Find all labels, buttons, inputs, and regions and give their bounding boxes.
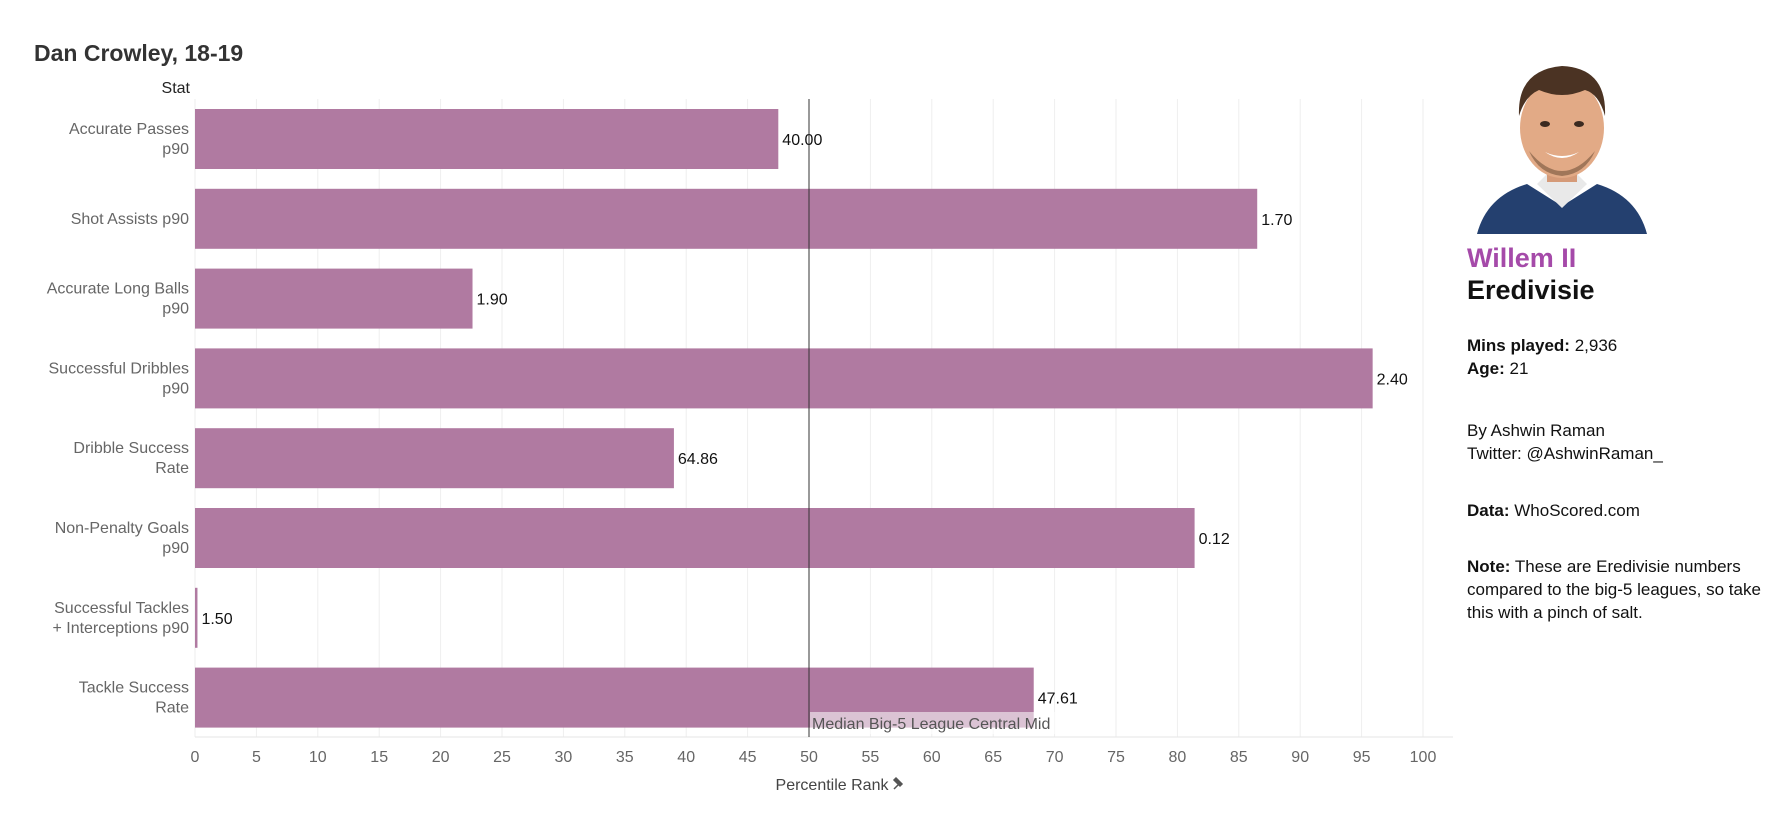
x-tick-label: 30 bbox=[555, 749, 573, 766]
x-tick-label: 85 bbox=[1230, 749, 1248, 766]
bar bbox=[195, 428, 674, 489]
category-label: Successful Dribbles bbox=[49, 360, 190, 377]
note-value: These are Eredivisie numbers compared to… bbox=[1467, 557, 1761, 622]
data-source: Data: WhoScored.com bbox=[1467, 499, 1767, 522]
x-tick-label: 100 bbox=[1410, 749, 1437, 766]
bar bbox=[195, 109, 779, 169]
twitter-handle: Twitter: @AshwinRaman_ bbox=[1467, 444, 1663, 463]
chart-title: Dan Crowley, 18-19 bbox=[34, 40, 244, 66]
median-label-bg bbox=[810, 712, 1062, 734]
x-tick-label: 35 bbox=[616, 749, 634, 766]
x-tick-label: 80 bbox=[1169, 749, 1187, 766]
byline: By Ashwin Raman bbox=[1467, 421, 1605, 440]
value-label: 1.70 bbox=[1261, 212, 1292, 229]
bar bbox=[195, 508, 1195, 568]
value-label: 40.00 bbox=[782, 132, 822, 149]
pin-icon bbox=[892, 776, 904, 790]
value-label: 1.90 bbox=[477, 292, 508, 309]
value-label: 0.12 bbox=[1199, 531, 1230, 548]
league-name: Eredivisie bbox=[1467, 275, 1595, 305]
x-axis-label: Percentile Rank bbox=[776, 777, 890, 794]
x-tick-label: 90 bbox=[1291, 749, 1309, 766]
category-label: Successful Tackles bbox=[54, 600, 189, 617]
category-label: + Interceptions p90 bbox=[52, 620, 189, 637]
category-label: Non-Penalty Goals bbox=[55, 520, 189, 537]
category-label: Rate bbox=[155, 460, 189, 477]
team-name: Willem II bbox=[1467, 243, 1577, 273]
category-label: p90 bbox=[162, 141, 189, 158]
median-label: Median Big-5 League Central Mid bbox=[812, 716, 1050, 733]
x-tick-label: 65 bbox=[984, 749, 1002, 766]
value-label: 47.61 bbox=[1038, 691, 1078, 708]
data-value: WhoScored.com bbox=[1514, 501, 1640, 520]
data-label: Data: bbox=[1467, 501, 1510, 520]
category-label: Dribble Success bbox=[73, 440, 189, 457]
note-label: Note: bbox=[1467, 557, 1511, 576]
x-tick-label: 20 bbox=[432, 749, 450, 766]
x-tick-label: 50 bbox=[800, 749, 818, 766]
age-value: 21 bbox=[1509, 359, 1529, 378]
x-tick-label: 70 bbox=[1046, 749, 1064, 766]
player-panel: Willem II Eredivisie Mins played: 2,936 … bbox=[1467, 56, 1767, 624]
value-label: 2.40 bbox=[1377, 371, 1408, 388]
x-tick-label: 45 bbox=[739, 749, 757, 766]
byline-block: By Ashwin Raman Twitter: @AshwinRaman_ bbox=[1467, 419, 1767, 465]
value-label: 1.50 bbox=[201, 611, 232, 628]
category-label: Rate bbox=[155, 700, 189, 717]
x-tick-label: 75 bbox=[1107, 749, 1125, 766]
mins-value: 2,936 bbox=[1574, 336, 1618, 355]
bar bbox=[195, 587, 198, 648]
stat-header: Stat bbox=[162, 80, 191, 97]
age-label: Age: bbox=[1467, 359, 1505, 378]
x-tick-label: 40 bbox=[677, 749, 695, 766]
category-label: p90 bbox=[162, 540, 189, 557]
x-tick-label: 60 bbox=[923, 749, 941, 766]
player-photo bbox=[1467, 56, 1657, 234]
category-label: Accurate Passes bbox=[69, 121, 189, 138]
category-label: Accurate Long Balls bbox=[47, 281, 189, 298]
x-tick-label: 55 bbox=[862, 749, 880, 766]
x-tick-label: 10 bbox=[309, 749, 327, 766]
category-label: Shot Assists p90 bbox=[71, 211, 189, 228]
value-label: 64.86 bbox=[678, 451, 718, 468]
x-tick-label: 5 bbox=[252, 749, 261, 766]
x-tick-label: 95 bbox=[1353, 749, 1371, 766]
mins-label: Mins played: bbox=[1467, 336, 1570, 355]
x-tick-label: 0 bbox=[191, 749, 200, 766]
note-block: Note: These are Eredivisie numbers compa… bbox=[1467, 555, 1767, 624]
x-tick-label: 25 bbox=[493, 749, 511, 766]
category-label: p90 bbox=[162, 380, 189, 397]
stats-block: Mins played: 2,936 Age: 21 bbox=[1467, 334, 1767, 380]
x-tick-label: 15 bbox=[370, 749, 388, 766]
bar bbox=[195, 188, 1258, 249]
category-label: Tackle Success bbox=[79, 680, 189, 697]
bar bbox=[195, 348, 1373, 409]
category-label: p90 bbox=[162, 301, 189, 318]
bar bbox=[195, 268, 473, 329]
bar-chart: Stat Accurate Passes p90 40.00 Shot Assists … bbox=[47, 80, 1453, 794]
